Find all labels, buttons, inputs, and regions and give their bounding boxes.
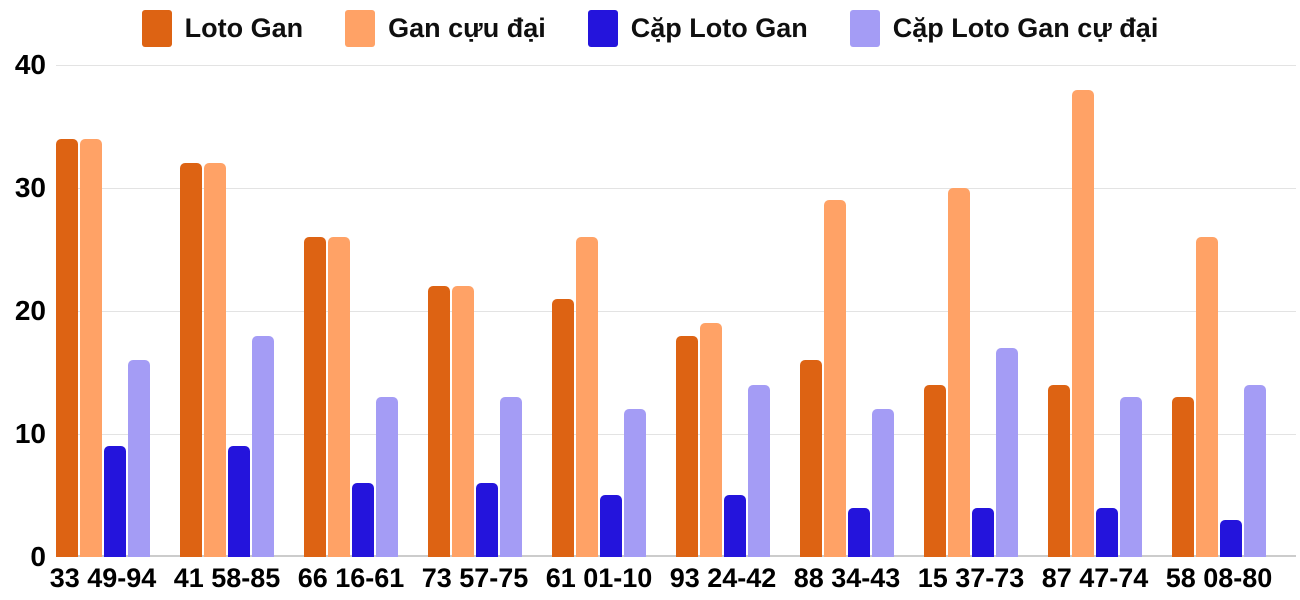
bar-cap-loto-gan-cu-dai[interactable] <box>748 385 770 557</box>
legend-swatch-loto-gan <box>141 10 172 47</box>
bar-gan-cuu-dai[interactable] <box>80 139 102 557</box>
bar-loto-gan[interactable] <box>180 163 202 557</box>
bar-cap-loto-gan-cu-dai[interactable] <box>1120 397 1142 557</box>
bar-gan-cuu-dai[interactable] <box>576 237 598 557</box>
bar-cap-loto-gan[interactable] <box>352 483 374 557</box>
legend-label: Cặp Loto Gan cự đại <box>892 13 1159 43</box>
bar-group-87-47-74 <box>1048 65 1142 557</box>
legend-item-loto-gan: Loto Gan <box>141 10 304 47</box>
bar-group-58-08-80 <box>1172 65 1266 557</box>
legend-swatch-cap-loto-gan <box>587 10 618 47</box>
x-axis-label-66-16-61: 66 16-61 <box>297 563 405 593</box>
legend-item-cap-loto-gan-cu-dai: Cặp Loto Gan cự đại <box>849 10 1159 47</box>
y-axis-tick-40: 40 <box>14 49 46 80</box>
bar-cap-loto-gan-cu-dai[interactable] <box>1244 385 1266 557</box>
bar-group-61-01-10 <box>552 65 646 557</box>
bar-loto-gan[interactable] <box>1172 397 1194 557</box>
chart-legend: Loto Gan Gan cựu đại Cặp Loto Gan Cặp Loto … <box>0 10 1300 47</box>
bar-gan-cuu-dai[interactable] <box>452 286 474 557</box>
bar-cap-loto-gan[interactable] <box>1096 508 1118 557</box>
bar-gan-cuu-dai[interactable] <box>948 188 970 557</box>
bar-cap-loto-gan-cu-dai[interactable] <box>624 409 646 557</box>
bar-cap-loto-gan-cu-dai[interactable] <box>376 397 398 557</box>
bar-loto-gan[interactable] <box>676 336 698 557</box>
bar-gan-cuu-dai[interactable] <box>824 200 846 557</box>
bar-group-88-34-43 <box>800 65 894 557</box>
bar-loto-gan[interactable] <box>56 139 78 557</box>
x-axis-label-93-24-42: 93 24-42 <box>669 563 777 593</box>
x-axis-label-41-58-85: 41 58-85 <box>173 563 281 593</box>
bar-gan-cuu-dai[interactable] <box>1072 90 1094 557</box>
bar-group-66-16-61 <box>304 65 398 557</box>
y-axis-tick-30: 30 <box>14 172 46 203</box>
bar-group-73-57-75 <box>428 65 522 557</box>
bar-cap-loto-gan[interactable] <box>972 508 994 557</box>
bar-cap-loto-gan[interactable] <box>104 446 126 557</box>
plot-area <box>56 65 1296 557</box>
x-axis-label-15-37-73: 15 37-73 <box>917 563 1025 593</box>
bar-group-33-49-94 <box>56 65 150 557</box>
bar-loto-gan[interactable] <box>428 286 450 557</box>
bar-cap-loto-gan-cu-dai[interactable] <box>252 336 274 557</box>
bar-loto-gan[interactable] <box>552 299 574 557</box>
gridline-40 <box>56 65 1296 66</box>
bar-loto-gan[interactable] <box>1048 385 1070 557</box>
y-axis-tick-10: 10 <box>14 418 46 449</box>
bar-cap-loto-gan[interactable] <box>724 495 746 557</box>
bar-cap-loto-gan[interactable] <box>600 495 622 557</box>
bar-cap-loto-gan-cu-dai[interactable] <box>872 409 894 557</box>
x-axis-label-87-47-74: 87 47-74 <box>1041 563 1149 593</box>
bar-loto-gan[interactable] <box>924 385 946 557</box>
legend-label: Gan cựu đại <box>388 13 546 43</box>
bar-group-41-58-85 <box>180 65 274 557</box>
x-axis-label-61-01-10: 61 01-10 <box>545 563 653 593</box>
bar-gan-cuu-dai[interactable] <box>700 323 722 557</box>
legend-label: Loto Gan <box>184 13 304 43</box>
bar-cap-loto-gan[interactable] <box>848 508 870 557</box>
bar-gan-cuu-dai[interactable] <box>204 163 226 557</box>
x-axis-label-33-49-94: 33 49-94 <box>49 563 157 593</box>
bar-loto-gan[interactable] <box>800 360 822 557</box>
gridline-20 <box>56 311 1296 312</box>
bar-cap-loto-gan-cu-dai[interactable] <box>500 397 522 557</box>
bar-gan-cuu-dai[interactable] <box>328 237 350 557</box>
bar-cap-loto-gan[interactable] <box>228 446 250 557</box>
bar-cap-loto-gan-cu-dai[interactable] <box>128 360 150 557</box>
bar-group-93-24-42 <box>676 65 770 557</box>
y-axis-tick-20: 20 <box>14 295 46 326</box>
y-axis-tick-0: 0 <box>30 541 46 572</box>
bar-loto-gan[interactable] <box>304 237 326 557</box>
bar-gan-cuu-dai[interactable] <box>1196 237 1218 557</box>
bar-group-15-37-73 <box>924 65 1018 557</box>
legend-item-gan-cuu-dai: Gan cựu đại <box>345 10 546 47</box>
bar-cap-loto-gan[interactable] <box>1220 520 1242 557</box>
gridline-30 <box>56 188 1296 189</box>
x-axis-label-88-34-43: 88 34-43 <box>793 563 901 593</box>
bar-cap-loto-gan-cu-dai[interactable] <box>996 348 1018 557</box>
x-axis-label-73-57-75: 73 57-75 <box>421 563 529 593</box>
legend-swatch-cap-loto-gan-cu-dai <box>849 10 880 47</box>
bar-cap-loto-gan[interactable] <box>476 483 498 557</box>
x-axis-label-58-08-80: 58 08-80 <box>1165 563 1273 593</box>
legend-item-cap-loto-gan: Cặp Loto Gan <box>587 10 808 47</box>
legend-swatch-gan-cuu-dai <box>345 10 376 47</box>
legend-label: Cặp Loto Gan <box>630 13 808 43</box>
